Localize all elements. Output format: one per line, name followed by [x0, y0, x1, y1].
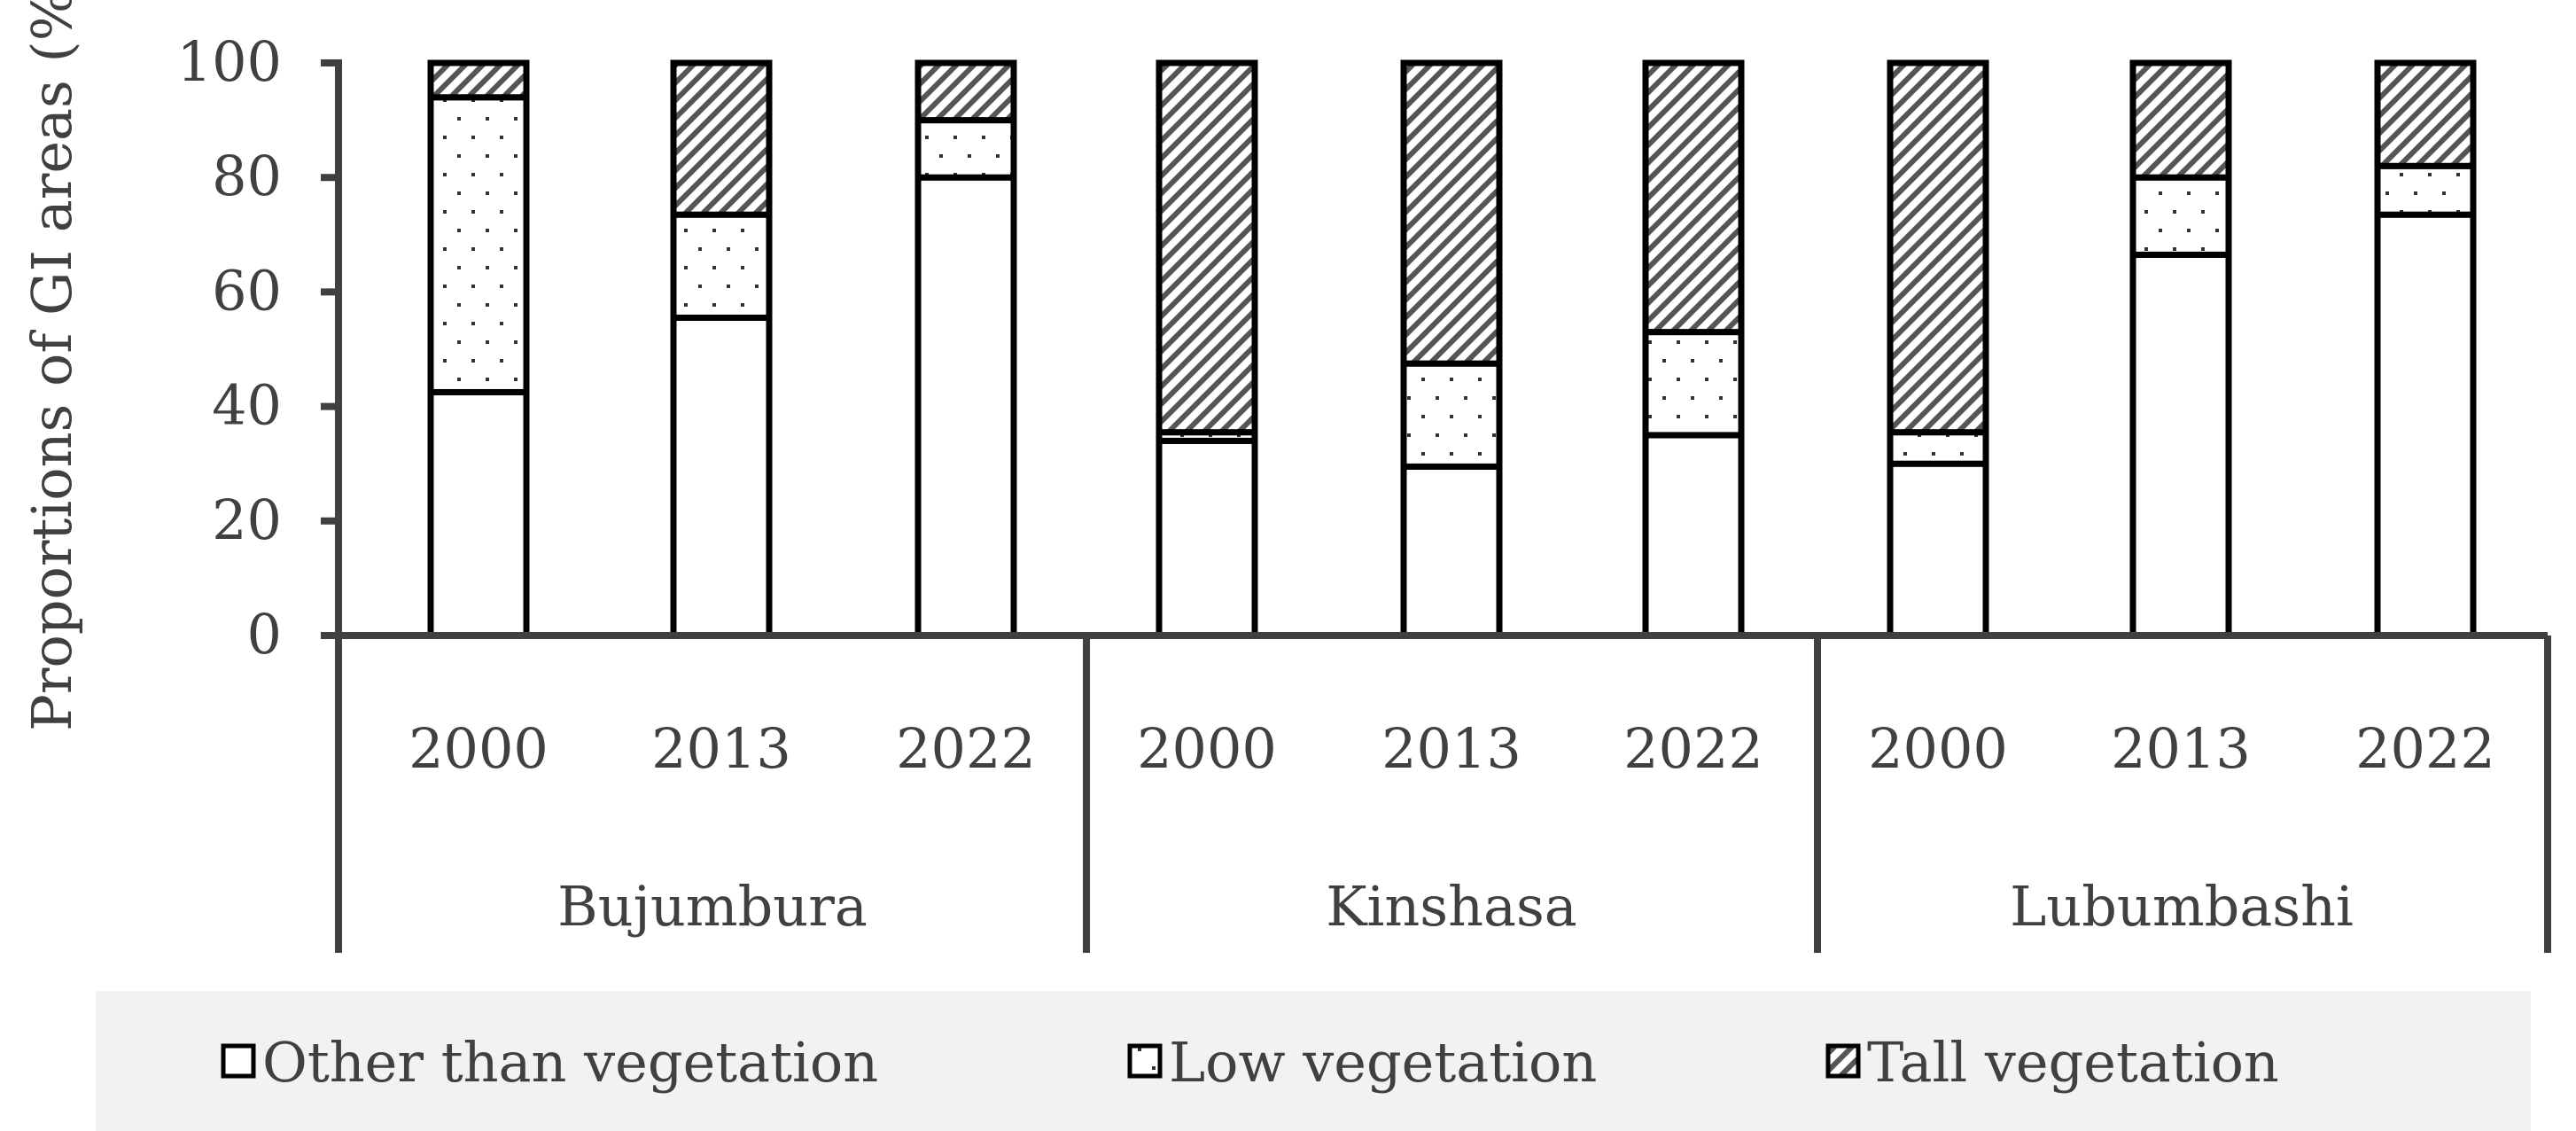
x-tick-label: 2000	[1137, 716, 1277, 781]
bar-segment-other-than-vegetation	[1642, 432, 1745, 639]
legend-label: Other than vegetation	[262, 1030, 878, 1095]
legend-label: Tall vegetation	[1867, 1030, 2279, 1095]
bar-segment-other-than-vegetation	[670, 314, 773, 639]
bar-segment-tall-vegetation	[1642, 59, 1745, 336]
group-label: Bujumbura	[557, 874, 868, 939]
legend-label: Low vegetation	[1169, 1030, 1597, 1095]
x-tick-label: 2013	[1381, 716, 1521, 781]
bar-segment-tall-vegetation	[2129, 59, 2232, 181]
y-tick-label: 0	[247, 602, 282, 667]
legend: Other than vegetation Low vegetation Tall …	[221, 1030, 2279, 1095]
legend-background	[96, 991, 2531, 1131]
bar-segment-tall-vegetation	[2374, 59, 2477, 169]
bar-segment-other-than-vegetation	[427, 388, 530, 639]
group-label: Lubumbashi	[2010, 874, 2354, 939]
bar-segment-tall-vegetation	[1400, 59, 1503, 367]
bar-segment-low-vegetation	[427, 94, 530, 395]
x-tick-label: 2013	[2111, 716, 2251, 781]
y-tick-label: 60	[212, 258, 282, 323]
bar-segment-other-than-vegetation	[2374, 211, 2477, 639]
bar-segment-low-vegetation	[2129, 174, 2232, 258]
bar-segment-tall-vegetation	[427, 59, 530, 101]
bar-segment-other-than-vegetation	[914, 174, 1017, 639]
bar-segment-other-than-vegetation	[1887, 460, 1989, 639]
bar-segment-other-than-vegetation	[1156, 437, 1258, 639]
bar-segment-other-than-vegetation	[2129, 251, 2232, 639]
y-axis-title: Proportions of GI areas (%)	[19, 0, 84, 731]
bar-segment-tall-vegetation	[1887, 59, 1989, 436]
bar-segment-low-vegetation	[1887, 429, 1989, 467]
x-tick-label: 2000	[409, 716, 549, 781]
x-tick-label: 2022	[1623, 716, 1763, 781]
bar-segment-tall-vegetation	[1156, 59, 1258, 436]
bar-segment-low-vegetation	[670, 211, 773, 321]
x-tick-label: 2013	[651, 716, 791, 781]
legend-swatch-other-than-vegetation	[221, 1043, 256, 1079]
x-tick-label: 2022	[896, 716, 1036, 781]
x-tick-label: 2022	[2355, 716, 2495, 781]
y-tick-label: 100	[177, 29, 282, 94]
y-tick-label: 80	[212, 144, 282, 208]
group-label: Kinshasa	[1326, 874, 1577, 939]
bar-segment-low-vegetation	[1642, 329, 1745, 439]
bar-segment-low-vegetation	[914, 117, 1017, 181]
x-tick-label: 2000	[1868, 716, 2008, 781]
legend-swatch-low-vegetation	[1127, 1043, 1163, 1079]
y-tick-label: 40	[212, 373, 282, 438]
y-tick-label: 20	[212, 488, 282, 552]
bar-segment-other-than-vegetation	[1400, 463, 1503, 639]
bar-segment-low-vegetation	[2374, 162, 2477, 218]
bar-segment-low-vegetation	[1400, 360, 1503, 470]
bar-segment-tall-vegetation	[914, 59, 1017, 124]
bar-segment-tall-vegetation	[670, 59, 773, 218]
legend-swatch-tall-vegetation	[1825, 1043, 1861, 1079]
